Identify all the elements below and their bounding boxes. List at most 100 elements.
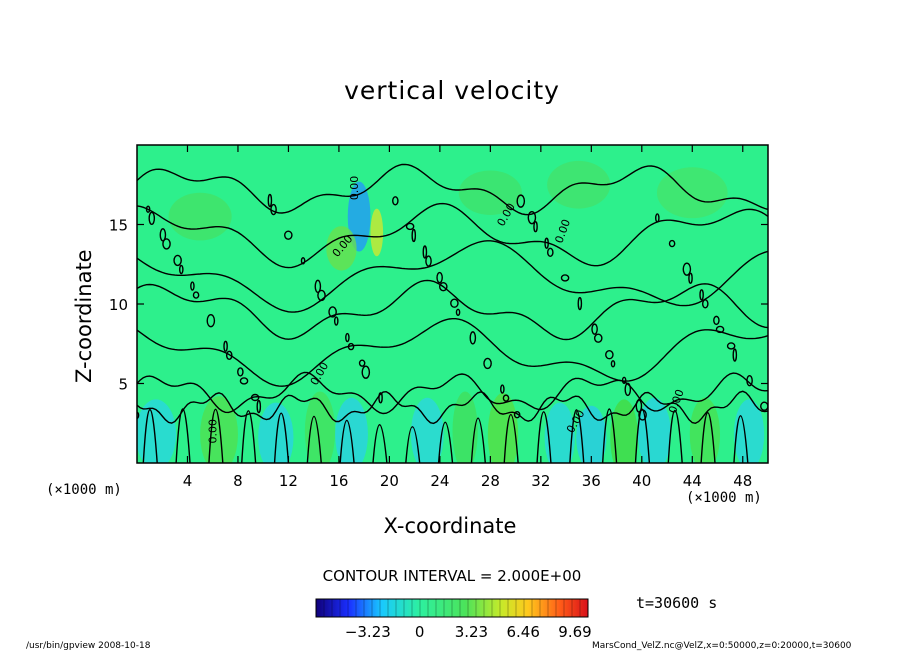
contour-line bbox=[339, 420, 355, 463]
velocity-patch bbox=[258, 402, 294, 463]
contour-line bbox=[405, 426, 421, 463]
y-axis-unit: (×1000 m) bbox=[46, 482, 122, 498]
contour-ring bbox=[190, 281, 195, 291]
contour-ring bbox=[345, 332, 350, 343]
x-tick-label: 44 bbox=[683, 472, 702, 490]
chart-title: vertical velocity bbox=[344, 76, 560, 105]
contour-ring bbox=[591, 323, 598, 335]
contour-ring bbox=[239, 377, 249, 385]
contour-value-label: 0.00 bbox=[348, 176, 361, 201]
x-axis-label: X-coordinate bbox=[383, 514, 517, 538]
contour-line bbox=[137, 390, 768, 425]
velocity-patch bbox=[370, 208, 384, 257]
contour-ring bbox=[483, 357, 492, 370]
contour-ring bbox=[527, 210, 537, 225]
contour-ring bbox=[328, 306, 337, 318]
contour-ring bbox=[547, 247, 554, 258]
contour-ring bbox=[593, 333, 603, 343]
x-tick-label: 24 bbox=[430, 472, 449, 490]
colorbar-tick-label: 3.23 bbox=[455, 623, 488, 641]
colorbar-tick-label: 9.69 bbox=[558, 623, 591, 641]
contour-ring bbox=[455, 308, 461, 316]
contour-line bbox=[208, 408, 224, 463]
contour-line bbox=[137, 163, 768, 216]
contour-line bbox=[437, 421, 454, 463]
x-tick-label: 40 bbox=[632, 472, 651, 490]
velocity-patch bbox=[689, 397, 721, 463]
contour-ring bbox=[256, 399, 262, 414]
contour-ring bbox=[192, 291, 200, 299]
contour-ring bbox=[701, 299, 709, 309]
contour-ring bbox=[392, 196, 399, 206]
contour-ring bbox=[173, 254, 182, 267]
contour-line bbox=[733, 415, 749, 463]
velocity-patch bbox=[137, 399, 177, 463]
contour-ring bbox=[361, 365, 371, 379]
contour-ring bbox=[635, 399, 643, 413]
contour-ring bbox=[314, 279, 322, 294]
footer-right: MarsCond_VelZ.nc@VelZ,x=0:50000,z=0:2000… bbox=[592, 641, 852, 651]
plot-area bbox=[137, 145, 768, 463]
contour-ring bbox=[137, 411, 140, 419]
contour-line bbox=[700, 412, 716, 463]
contour-ring bbox=[715, 325, 725, 334]
velocity-patch bbox=[304, 391, 336, 463]
contour-ring bbox=[668, 239, 676, 248]
contour-ring bbox=[411, 228, 417, 243]
y-tick-label: 15 bbox=[109, 217, 128, 235]
velocity-patch bbox=[335, 397, 368, 463]
contour-ring bbox=[148, 211, 156, 225]
contour-line bbox=[601, 408, 618, 463]
contour-ring bbox=[223, 340, 228, 352]
contour-ring bbox=[638, 409, 647, 421]
contour-ring bbox=[513, 410, 521, 419]
velocity-patch bbox=[326, 226, 357, 271]
contour-ring bbox=[732, 348, 738, 362]
contour-ring bbox=[726, 342, 736, 350]
contour-line bbox=[503, 413, 519, 463]
contour-ring bbox=[162, 238, 171, 250]
contour-ring bbox=[469, 331, 477, 345]
contour-ring bbox=[422, 245, 428, 259]
contour-ring bbox=[436, 271, 443, 284]
contour-line bbox=[536, 411, 552, 463]
contour-ring bbox=[621, 376, 627, 385]
contour-ring bbox=[178, 264, 184, 275]
x-tick-label: 36 bbox=[582, 472, 601, 490]
velocity-patch bbox=[452, 391, 478, 463]
contour-ring bbox=[237, 367, 244, 377]
footer-left: /usr/bin/gpview 2008-10-18 bbox=[26, 641, 151, 651]
contour-ring bbox=[500, 384, 505, 394]
contour-ring bbox=[655, 213, 660, 223]
contour-ring bbox=[502, 394, 510, 402]
velocity-patch bbox=[733, 399, 765, 463]
velocity-patch bbox=[168, 192, 232, 241]
x-tick-label: 4 bbox=[183, 472, 193, 490]
x-tick-label: 20 bbox=[380, 472, 399, 490]
contour-ring bbox=[270, 203, 277, 216]
contour-ring bbox=[713, 315, 720, 326]
x-tick-label: 8 bbox=[233, 472, 243, 490]
colorbar-tick-label: 0 bbox=[415, 623, 425, 641]
velocity-patch bbox=[544, 402, 575, 463]
x-axis-ticks: 4 8 12 16 20 24 28 32 36 40 44 48 bbox=[183, 145, 752, 490]
colorbar-bands bbox=[323, 599, 581, 617]
contour-line bbox=[470, 417, 487, 463]
x-tick-label: 16 bbox=[329, 472, 348, 490]
contour-line bbox=[569, 409, 585, 463]
contour-ring bbox=[317, 289, 326, 302]
contour-lines bbox=[137, 163, 768, 463]
velocity-patch bbox=[610, 399, 639, 463]
contour-ring bbox=[544, 237, 549, 249]
contour-ring bbox=[378, 392, 383, 404]
contour-ring bbox=[425, 255, 432, 267]
x-tick-label: 32 bbox=[531, 472, 550, 490]
contour-ring bbox=[358, 359, 366, 367]
contour-line bbox=[137, 371, 768, 415]
velocity-patch bbox=[487, 393, 519, 463]
contour-ring bbox=[699, 289, 704, 301]
contour-ring bbox=[533, 221, 538, 233]
colorbar-tick-label: −3.23 bbox=[345, 623, 391, 641]
x-axis-unit: (×1000 m) bbox=[686, 490, 762, 506]
